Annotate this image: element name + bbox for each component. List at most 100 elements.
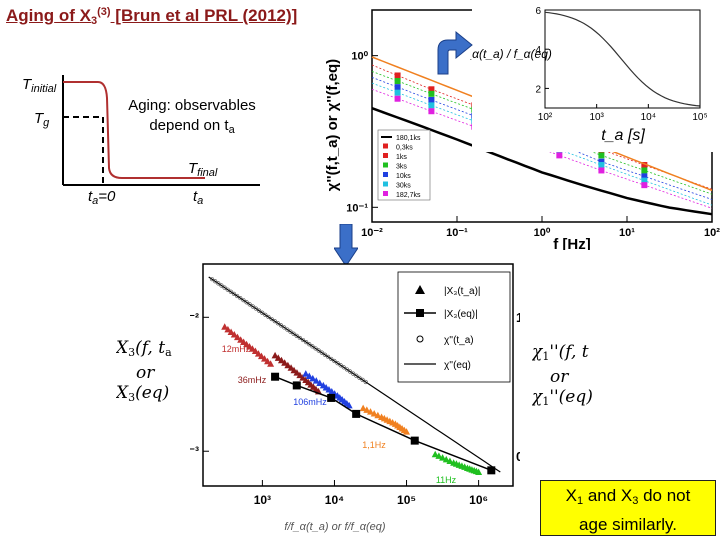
- top-series-point: [641, 182, 648, 189]
- x3-ta-point: [370, 409, 378, 417]
- inset-y-tick-label: 2: [535, 84, 541, 95]
- chi-ta-point: [213, 279, 218, 284]
- chi-ta-point: [285, 327, 290, 332]
- x3-ta-point: [254, 350, 262, 357]
- chi-ta-point: [209, 277, 215, 282]
- top-y-tick-label: 10⁰: [351, 51, 368, 63]
- top-x-tick-label: 10⁰: [534, 227, 551, 239]
- x3-ta-point: [302, 370, 310, 377]
- x3-ta-point: [431, 450, 439, 458]
- top-series-point: [394, 89, 401, 96]
- curved-arrow-icon: [437, 30, 473, 75]
- chi-ta-point: [354, 373, 359, 378]
- chi-ta-point: [344, 367, 349, 372]
- legend-triangle-swatch: [415, 285, 425, 294]
- top-series-point: [428, 108, 435, 115]
- bottom-right-tick-label: 0,1: [516, 449, 520, 464]
- top-legend-swatch: [383, 191, 388, 196]
- chi-ta-point: [307, 342, 312, 347]
- x3-ta-point: [271, 351, 279, 359]
- chi-ta-point: [275, 321, 280, 326]
- x3-ta-point: [439, 454, 447, 461]
- bottom-x-tick-label: 10³: [254, 493, 271, 507]
- bottom-x-tick-label: 10⁵: [397, 493, 416, 507]
- slide-title: Aging of X3(3) [Brun et al PRL (2012)]: [6, 6, 298, 27]
- x3-ta-point: [442, 455, 450, 463]
- top-series-point: [598, 162, 605, 169]
- top-legend-label: 30ks: [396, 183, 411, 190]
- top-series-point: [598, 158, 605, 165]
- temperature-protocol-sketch: [62, 75, 260, 186]
- top-x-tick-label: 10⁻¹: [446, 227, 468, 239]
- chi-ta-point: [347, 369, 353, 374]
- chi-ta-point: [319, 350, 324, 355]
- top-series-point: [428, 86, 435, 93]
- top-legend-swatch: [383, 143, 388, 149]
- fa-ratio-inset-chart: 10² 10³ 10⁴ 10⁵ 2 4 6 t_a [s] f_α(t_a) / f_α(eq): [470, 6, 717, 152]
- chi-ta-point: [291, 331, 296, 336]
- top-series-point: [428, 90, 435, 97]
- x3-eq-point: [271, 372, 280, 381]
- x3-ta-point: [224, 325, 232, 333]
- x3-eq-point: [327, 393, 336, 402]
- chi-ta-point: [241, 298, 246, 303]
- top-y-axis-label: χ''(f,t_a) or χ''(f,eq): [324, 59, 341, 191]
- inset-y-tick-label: 6: [535, 6, 541, 17]
- t-g-label: Tg: [34, 110, 50, 129]
- chi-ta-point: [225, 287, 230, 292]
- top-x-axis-label: f [Hz]: [553, 236, 591, 250]
- top-legend-label: 3ks: [396, 164, 407, 171]
- chi-ta-point: [313, 346, 318, 351]
- bottom-x-tick-label: 10⁴: [325, 493, 344, 507]
- chi-ta-point: [325, 354, 331, 359]
- x3-ta-point: [227, 328, 235, 335]
- bottom-y-tick-label: 10⁻²: [190, 310, 199, 324]
- chi-ta-point: [288, 329, 293, 334]
- chi-ta-point: [282, 325, 287, 330]
- chi-ta-point: [228, 289, 233, 294]
- x3-ta-point: [305, 372, 313, 379]
- x3-scaling-chart: 12mHz 36mHz 106mHz 1,1Hz 11Hz |X₃(t_a)| |X₃(e…: [190, 263, 520, 533]
- x3-ta-point: [274, 354, 282, 361]
- top-series-point: [641, 162, 648, 169]
- x3-ta-point: [281, 359, 289, 366]
- top-series-point: [598, 167, 605, 174]
- top-series-point: [394, 95, 401, 102]
- chi-ta-point: [216, 281, 221, 286]
- x3-eq-point: [292, 381, 301, 390]
- chi-ta-point: [310, 344, 315, 349]
- x3-ta-point: [221, 323, 229, 330]
- x3-ta-point: [363, 406, 371, 413]
- ta-label: ta: [193, 188, 204, 207]
- top-series-point: [641, 167, 648, 174]
- top-series-line: [371, 107, 713, 216]
- frequency-annotation: 106mHz: [293, 397, 327, 407]
- chi-ta-point: [335, 361, 340, 366]
- x3-ta-point: [367, 408, 375, 415]
- chi-ta-point: [219, 283, 224, 288]
- chi-ta-point: [256, 308, 262, 313]
- x3-ta-point: [233, 333, 241, 341]
- inset-x-tick-label: 10³: [589, 112, 604, 123]
- t-initial-label: Tinitial: [22, 76, 57, 95]
- inset-y-axis-label: f_α(t_a) / f_α(eq): [470, 47, 552, 61]
- chi-ta-point: [272, 319, 277, 324]
- top-x-tick-label: 10⁻²: [361, 227, 383, 239]
- top-series-point: [598, 152, 605, 159]
- conclusion-box: X1 and X3 do not age similarly.: [540, 480, 716, 536]
- chi-ta-point: [238, 295, 243, 301]
- chi-ta-point: [297, 335, 302, 341]
- top-y-tick-label: 10⁻¹: [346, 202, 368, 214]
- chi-ta-point: [260, 310, 265, 315]
- x3-eq-point: [487, 466, 496, 475]
- chi-ta-point: [341, 365, 346, 370]
- chi-ta-point: [329, 356, 334, 362]
- top-series-point: [641, 173, 648, 180]
- x3-ta-point: [403, 428, 411, 435]
- bottom-y-tick-label: 10⁻³: [190, 444, 199, 458]
- x3-ta-point: [230, 331, 238, 338]
- x3-ta-point: [264, 357, 272, 365]
- down-arrow-icon: [334, 224, 358, 266]
- chi1-math-label: χ1''(f, t or χ1''(eq): [532, 342, 593, 408]
- chi-ta-point: [338, 363, 343, 368]
